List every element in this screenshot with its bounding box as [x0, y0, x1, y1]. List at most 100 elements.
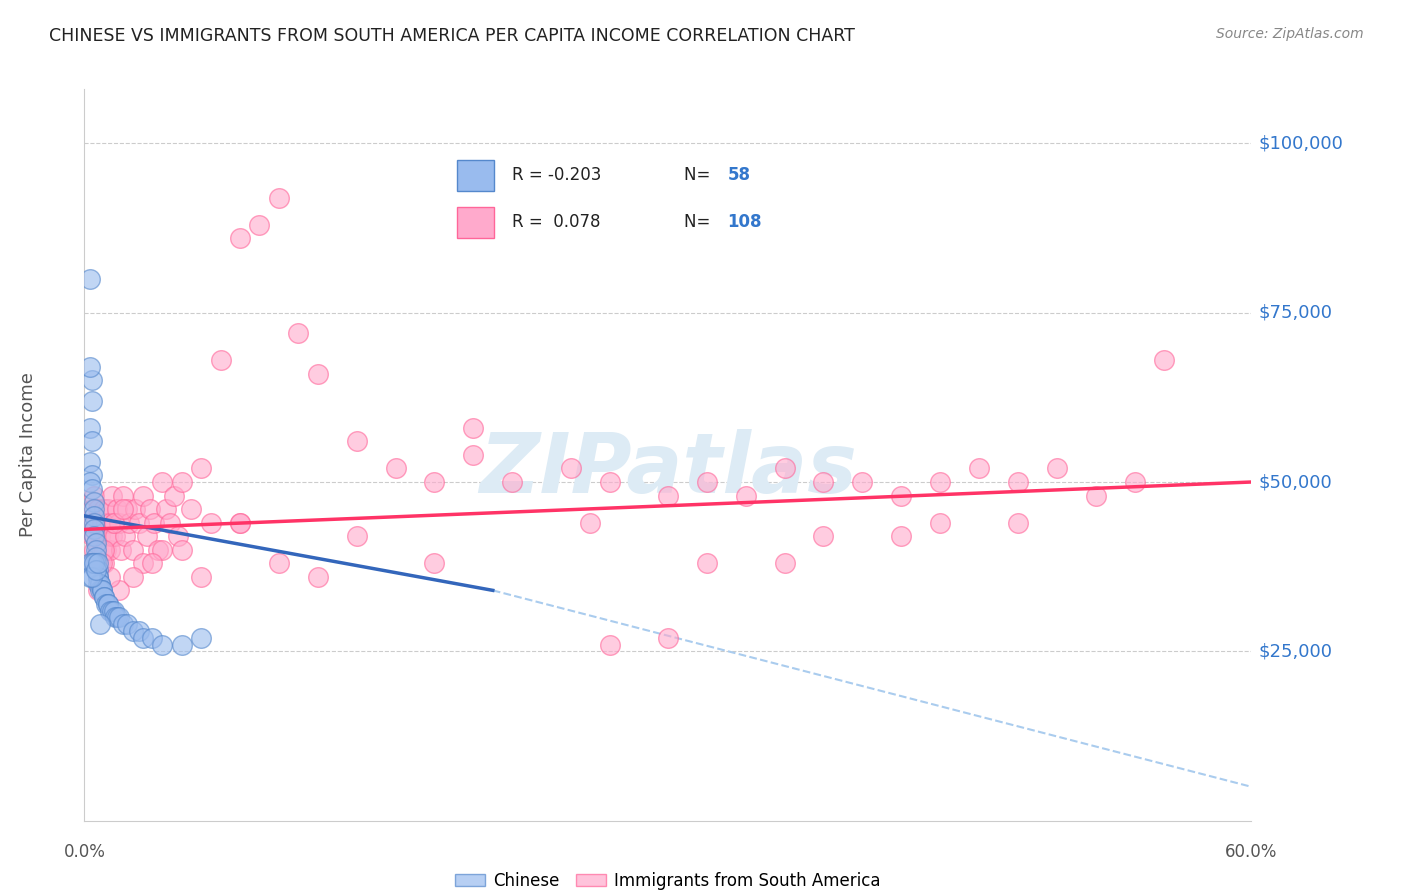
Point: [115, 502, 138, 516]
Point: [890, 529, 912, 543]
Point: [93, 590, 115, 604]
Point: [79, 570, 101, 584]
Point: [657, 489, 679, 503]
Point: [773, 556, 796, 570]
Point: [108, 516, 131, 530]
Point: [93, 542, 115, 557]
Point: [813, 475, 835, 489]
Point: [166, 529, 188, 543]
Point: [84, 563, 107, 577]
Text: $25,000: $25,000: [1258, 642, 1333, 660]
Point: [209, 353, 232, 368]
Point: [90, 583, 112, 598]
Point: [122, 624, 145, 638]
Point: [82, 482, 104, 496]
Point: [87, 542, 110, 557]
Point: [107, 610, 129, 624]
Point: [128, 624, 150, 638]
Point: [84, 542, 107, 557]
Point: [122, 542, 145, 557]
Point: [599, 638, 621, 652]
Point: [657, 631, 679, 645]
Text: $50,000: $50,000: [1258, 473, 1331, 491]
Point: [851, 475, 873, 489]
Point: [84, 549, 107, 564]
Point: [150, 638, 173, 652]
Point: [97, 597, 120, 611]
Point: [346, 529, 368, 543]
Point: [87, 576, 110, 591]
Point: [287, 326, 309, 340]
Point: [87, 583, 110, 598]
Point: [93, 502, 115, 516]
Point: [110, 542, 132, 557]
Point: [229, 231, 252, 245]
Point: [229, 516, 252, 530]
Point: [696, 475, 718, 489]
Point: [423, 556, 446, 570]
Point: [1153, 353, 1175, 368]
Point: [79, 421, 101, 435]
Point: [560, 461, 582, 475]
Point: [112, 617, 135, 632]
Point: [132, 489, 155, 503]
Point: [170, 475, 193, 489]
Point: [89, 556, 111, 570]
Point: [89, 583, 111, 598]
Text: CHINESE VS IMMIGRANTS FROM SOUTH AMERICA PER CAPITA INCOME CORRELATION CHART: CHINESE VS IMMIGRANTS FROM SOUTH AMERICA…: [49, 27, 855, 45]
Point: [97, 502, 120, 516]
Point: [84, 536, 107, 550]
Point: [79, 359, 101, 374]
Point: [84, 556, 107, 570]
Point: [87, 563, 110, 577]
Point: [112, 502, 135, 516]
Point: [83, 529, 105, 543]
Point: [247, 218, 270, 232]
Point: [87, 570, 110, 584]
Point: [100, 489, 122, 503]
Point: [118, 516, 141, 530]
Point: [139, 502, 162, 516]
Text: $100,000: $100,000: [1258, 135, 1343, 153]
Legend: Chinese, Immigrants from South America: Chinese, Immigrants from South America: [449, 865, 887, 892]
Point: [82, 529, 104, 543]
Point: [89, 617, 111, 632]
Text: 60.0%: 60.0%: [1225, 843, 1278, 861]
Point: [696, 556, 718, 570]
Point: [267, 556, 290, 570]
Point: [132, 631, 155, 645]
Point: [734, 489, 756, 503]
Point: [98, 516, 121, 530]
FancyBboxPatch shape: [457, 207, 494, 238]
Point: [112, 489, 135, 503]
Point: [103, 516, 125, 530]
Point: [79, 556, 101, 570]
Point: [89, 576, 111, 591]
Point: [929, 475, 952, 489]
Point: [1123, 475, 1146, 489]
Point: [83, 502, 105, 516]
Point: [122, 570, 145, 584]
Point: [83, 542, 105, 557]
Point: [150, 475, 173, 489]
Point: [114, 529, 136, 543]
Text: 108: 108: [728, 213, 762, 231]
Point: [346, 434, 368, 449]
Point: [82, 570, 104, 584]
Point: [94, 516, 117, 530]
Point: [1007, 475, 1029, 489]
Text: Source: ZipAtlas.com: Source: ZipAtlas.com: [1216, 27, 1364, 41]
Point: [83, 508, 105, 523]
Point: [87, 556, 110, 570]
Point: [82, 393, 104, 408]
Point: [83, 556, 105, 570]
Point: [93, 590, 115, 604]
Point: [170, 542, 193, 557]
Text: R =  0.078: R = 0.078: [512, 213, 600, 231]
Text: 58: 58: [728, 166, 751, 185]
Point: [82, 468, 104, 483]
Point: [84, 516, 107, 530]
Point: [463, 448, 485, 462]
Point: [100, 604, 122, 618]
Point: [104, 610, 127, 624]
